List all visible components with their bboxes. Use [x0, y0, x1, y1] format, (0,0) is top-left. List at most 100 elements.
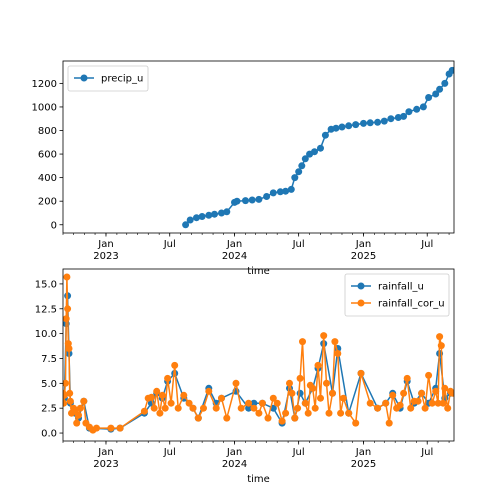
data-point-rainfall_cor_u [357, 369, 365, 377]
data-point-precip_u [352, 121, 360, 129]
data-point-precip_u [387, 115, 395, 123]
data-point-rainfall_cor_u [441, 384, 449, 392]
data-point-rainfall_cor_u [389, 391, 397, 399]
data-point-rainfall_cor_u [200, 404, 207, 412]
data-point-precip_u [448, 66, 454, 74]
data-point-rainfall_cor_u [425, 371, 433, 379]
y-tick-label: 1000 [32, 102, 57, 113]
legend-marker [357, 299, 365, 307]
data-point-rainfall_cor_u [282, 409, 290, 417]
data-point-rainfall_cor_u [66, 397, 74, 405]
data-point-rainfall_cor_u [64, 305, 72, 313]
data-point-rainfall_u [250, 399, 258, 407]
y-tick-label: 15.0 [35, 279, 57, 290]
data-point-rainfall_cor_u [291, 414, 299, 422]
data-point-rainfall_cor_u [418, 389, 426, 397]
data-point-precip_u [263, 193, 271, 200]
data-point-precip_u [301, 155, 309, 163]
y-tick-label: 1200 [32, 79, 57, 90]
data-point-precip_u [198, 213, 206, 220]
data-point-rainfall_cor_u [161, 404, 169, 412]
data-point-rainfall_cor_u [434, 399, 442, 407]
data-point-precip_u [233, 197, 241, 205]
data-point-rainfall_cor_u [403, 374, 411, 382]
data-point-rainfall_cor_u [212, 404, 220, 412]
legend-marker [80, 74, 88, 82]
data-point-precip_u [182, 221, 190, 229]
x-tick-label: Jan [226, 447, 242, 458]
data-point-rainfall_cor_u [366, 399, 374, 407]
data-point-rainfall_cor_u [444, 404, 452, 412]
data-point-precip_u [311, 148, 318, 156]
x-tick-label: Jul [292, 239, 305, 250]
data-point-rainfall_cor_u [329, 389, 336, 397]
x-tick-label: Jul [420, 447, 433, 458]
data-point-precip_u [345, 122, 353, 130]
x-axis-label: time [247, 474, 270, 485]
data-point-rainfall_cor_u [147, 393, 155, 401]
data-point-precip_u [366, 119, 374, 127]
data-point-precip_u [291, 174, 299, 182]
data-point-precip_u [432, 90, 440, 98]
data-point-rainfall_cor_u [337, 409, 345, 417]
x-tick-label: Jan [97, 239, 113, 250]
data-point-rainfall_cor_u [75, 411, 82, 419]
axes-frame [62, 60, 455, 234]
data-point-rainfall_cor_u [323, 379, 330, 387]
data-point-rainfall_cor_u [237, 404, 245, 412]
data-point-rainfall_cor_u [288, 389, 296, 397]
x-tick-label: Jan [97, 447, 113, 458]
data-point-rainfall_cor_u [421, 404, 429, 412]
x-tick-label: Jan [355, 447, 371, 458]
plot-area [182, 66, 454, 229]
data-point-rainfall_cor_u [223, 414, 231, 422]
legend: precip_u [67, 65, 149, 92]
data-point-rainfall_cor_u [174, 404, 182, 412]
y-tick-label: 7.5 [41, 354, 57, 365]
data-point-rainfall_cor_u [325, 409, 333, 417]
data-point-rainfall_cor_u [258, 399, 266, 407]
data-point-rainfall_cor_u [80, 397, 88, 405]
data-point-rainfall_cor_u [304, 409, 312, 417]
data-point-rainfall_cor_u [171, 361, 179, 369]
data-point-rainfall_cor_u [158, 391, 166, 399]
data-point-rainfall_u [296, 389, 304, 397]
data-point-rainfall_cor_u [314, 361, 322, 369]
data-point-rainfall_cor_u [65, 345, 73, 352]
y-tick-label: 12.5 [35, 304, 57, 315]
data-point-rainfall_cor_u [232, 379, 240, 387]
data-point-precip_u [218, 209, 225, 217]
data-point-precip_u [332, 124, 340, 132]
plot-area [63, 273, 454, 434]
data-point-precip_u [255, 195, 263, 203]
data-point-precip_u [321, 131, 329, 139]
data-point-rainfall_cor_u [107, 424, 115, 432]
data-point-rainfall_cor_u [76, 404, 84, 412]
data-point-precip_u [269, 189, 277, 197]
x-tick-label: Jan [355, 239, 371, 250]
data-point-rainfall_cor_u [189, 404, 197, 412]
data-point-precip_u [425, 94, 433, 101]
data-point-rainfall_cor_u [374, 404, 382, 412]
y-tick-label: 200 [38, 197, 57, 208]
data-point-rainfall_cor_u [250, 404, 258, 412]
data-point-rainfall_cor_u [449, 389, 454, 397]
data-point-precip_u [186, 216, 194, 224]
data-point-precip_u [360, 119, 367, 127]
data-point-rainfall_cor_u [180, 391, 188, 399]
data-point-precip_u [242, 197, 249, 205]
data-point-rainfall_cor_u [286, 379, 293, 387]
data-point-rainfall_cor_u [428, 399, 436, 407]
data-point-rainfall_cor_u [116, 424, 124, 432]
x-tick-year-label: 2024 [222, 251, 247, 262]
x-tick-year-label: 2025 [351, 459, 376, 470]
data-point-precip_u [287, 185, 295, 193]
x-tick-label: Jul [163, 447, 176, 458]
data-point-rainfall_cor_u [437, 342, 445, 350]
data-point-precip_u [338, 123, 346, 131]
data-point-precip_u [205, 211, 213, 219]
data-point-rainfall_cor_u [320, 332, 328, 340]
data-point-rainfall_cor_u [140, 407, 148, 415]
